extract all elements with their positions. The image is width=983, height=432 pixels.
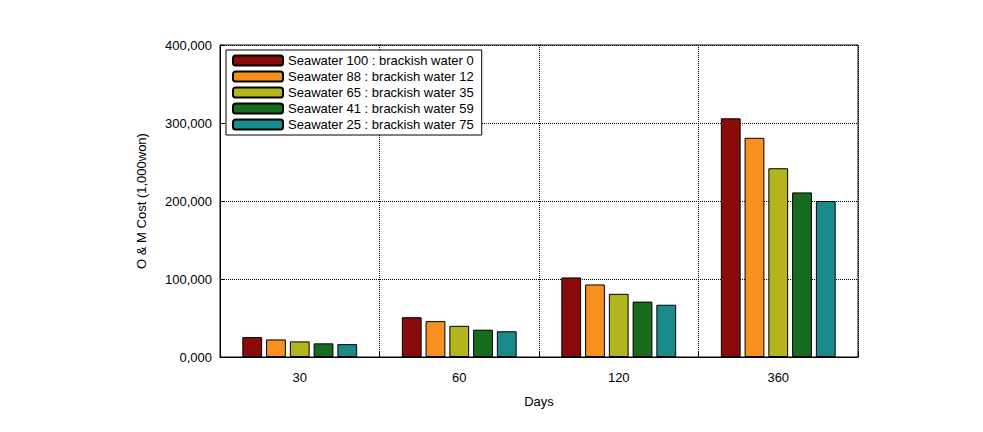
svg-text:400,000: 400,000 (165, 38, 212, 53)
svg-text:O & M Cost (1,000won): O & M Cost (1,000won) (134, 133, 149, 269)
svg-text:60: 60 (452, 370, 466, 385)
svg-text:100,000: 100,000 (165, 272, 212, 287)
svg-text:360: 360 (767, 370, 789, 385)
svg-text:Seawater 25 : brackish water 7: Seawater 25 : brackish water 75 (288, 117, 474, 132)
svg-text:30: 30 (293, 370, 307, 385)
svg-text:200,000: 200,000 (165, 194, 212, 209)
svg-text:Seawater 41 : brackish water 5: Seawater 41 : brackish water 59 (288, 101, 474, 116)
svg-text:300,000: 300,000 (165, 116, 212, 131)
svg-text:Days: Days (524, 394, 554, 409)
svg-text:Seawater 100 : brackish water: Seawater 100 : brackish water 0 (288, 53, 474, 68)
svg-text:Seawater 88 : brackish water 1: Seawater 88 : brackish water 12 (288, 69, 474, 84)
svg-text:120: 120 (608, 370, 630, 385)
svg-text:Seawater 65 : brackish water 3: Seawater 65 : brackish water 35 (288, 85, 474, 100)
svg-text:0,000: 0,000 (179, 350, 212, 365)
